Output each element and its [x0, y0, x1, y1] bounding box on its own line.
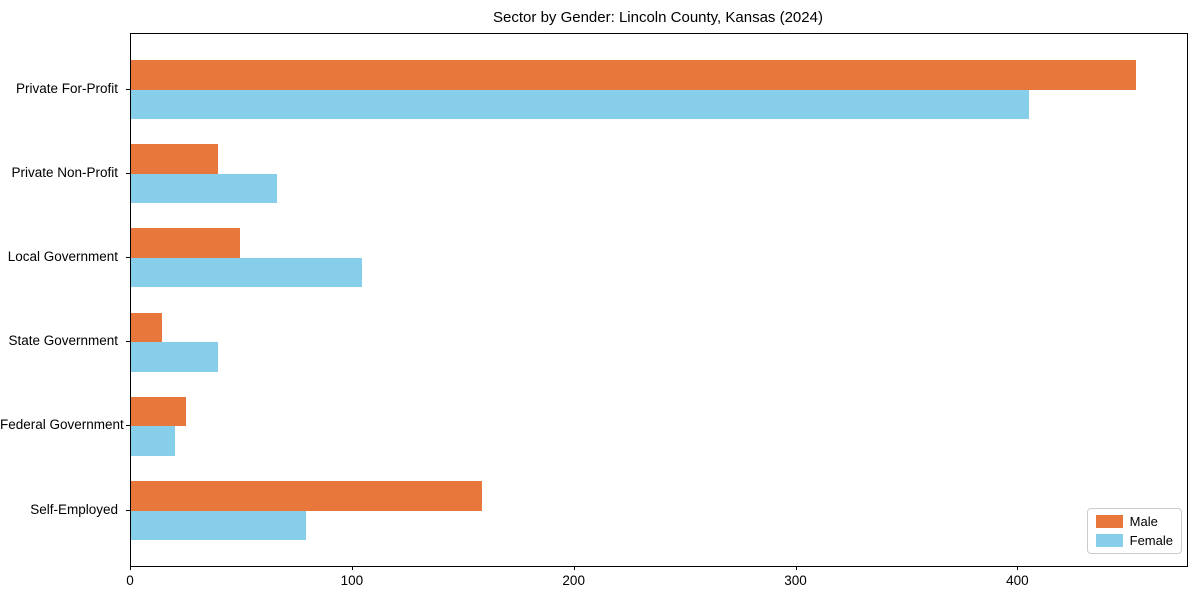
y-tick-label: Private Non-Profit — [11, 164, 118, 180]
bar-male — [131, 60, 1136, 90]
x-tick-mark — [351, 566, 353, 570]
bar-male — [131, 228, 240, 258]
x-tick-mark — [795, 566, 797, 570]
chart-title: Sector by Gender: Lincoln County, Kansas… — [493, 9, 823, 26]
legend: Male Female — [1086, 508, 1182, 554]
y-tick-label: Federal Government — [0, 417, 124, 433]
legend-row: Male — [1095, 514, 1173, 529]
y-tick-mark — [126, 88, 130, 90]
y-tick-mark — [126, 256, 130, 258]
x-tick-label: 300 — [784, 573, 807, 588]
bar-female — [131, 342, 218, 372]
y-tick-label: Local Government — [7, 248, 118, 264]
legend-row: Female — [1095, 533, 1173, 548]
x-tick-label: 100 — [340, 573, 364, 588]
y-tick-mark — [126, 425, 130, 427]
x-tick-mark — [130, 566, 131, 570]
bar-female — [131, 510, 307, 540]
x-tick-mark — [573, 566, 575, 570]
bar-male — [131, 396, 187, 427]
x-tick-label: 400 — [1006, 573, 1029, 588]
x-tick-label: 200 — [562, 573, 585, 588]
bar-female — [131, 257, 362, 288]
bar-male — [131, 144, 218, 174]
y-tick-mark — [126, 172, 130, 174]
x-tick-label: 0 — [126, 573, 134, 588]
legend-label: Female — [1129, 533, 1173, 548]
y-tick-mark — [126, 509, 130, 511]
legend-swatch-female — [1095, 534, 1123, 547]
legend-swatch-male — [1095, 515, 1123, 528]
bar-female — [131, 426, 176, 456]
bar-female — [131, 173, 278, 204]
y-tick-label: Private For-Profit — [15, 80, 118, 96]
x-tick-mark — [1017, 566, 1019, 570]
bar-male — [131, 312, 163, 343]
y-tick-label: Self-Employed — [30, 501, 118, 517]
y-tick-label: State Government — [8, 333, 118, 349]
bar-female — [131, 89, 1030, 119]
plot-area: Male Female — [130, 33, 1188, 567]
legend-label: Male — [1129, 514, 1158, 529]
y-tick-mark — [126, 341, 130, 343]
bar-male — [131, 481, 482, 511]
